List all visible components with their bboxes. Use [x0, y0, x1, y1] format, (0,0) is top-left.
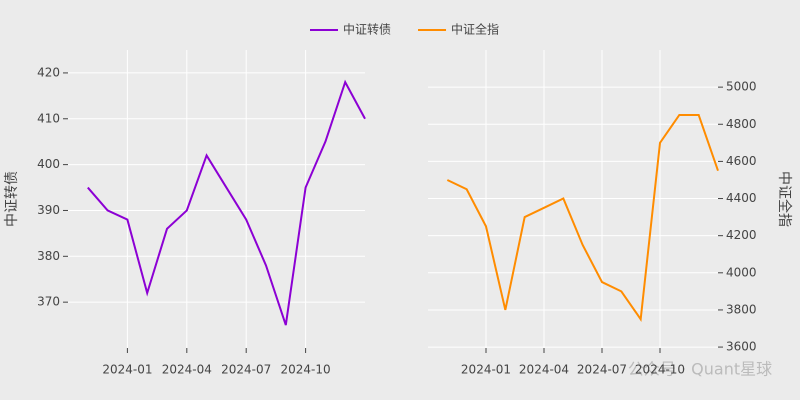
- y-tick-label: 3800: [726, 302, 757, 316]
- y-tick-label: 4000: [726, 265, 757, 279]
- y-tick-label: 4800: [726, 117, 757, 131]
- legend-label: 中证全指: [451, 22, 499, 37]
- x-tick-label: 2024-04: [519, 363, 569, 377]
- x-tick-label: 2024-01: [461, 363, 511, 377]
- y-tick-label: 3600: [726, 340, 757, 354]
- data-line: [87, 79, 366, 326]
- y-axis-title: 中证全指: [776, 171, 793, 227]
- x-tick-label: 2024-10: [635, 363, 685, 377]
- y-tick-label: 4200: [726, 228, 757, 242]
- y-tick-label: 4600: [726, 154, 757, 168]
- x-tick-label: 2024-10: [281, 363, 331, 377]
- y-tick-label: 400: [37, 157, 60, 171]
- y-tick-label: 4400: [726, 191, 757, 205]
- x-tick-label: 2024-07: [577, 363, 627, 377]
- x-tick-label: 2024-07: [221, 363, 271, 377]
- y-tick-label: 370: [37, 295, 60, 309]
- y-tick-label: 5000: [726, 80, 757, 94]
- x-tick-label: 2024-04: [162, 363, 212, 377]
- y-tick-label: 420: [37, 65, 60, 79]
- data-line: [446, 113, 719, 322]
- y-tick-label: 380: [37, 249, 60, 263]
- watermark: 公众号 · Quant星球: [628, 360, 772, 379]
- y-axis-title: 中证转债: [4, 171, 20, 227]
- legend-label: 中证转债: [343, 22, 391, 37]
- y-tick-label: 410: [37, 111, 60, 125]
- x-tick-label: 2024-01: [102, 363, 152, 377]
- y-tick-label: 390: [37, 203, 60, 217]
